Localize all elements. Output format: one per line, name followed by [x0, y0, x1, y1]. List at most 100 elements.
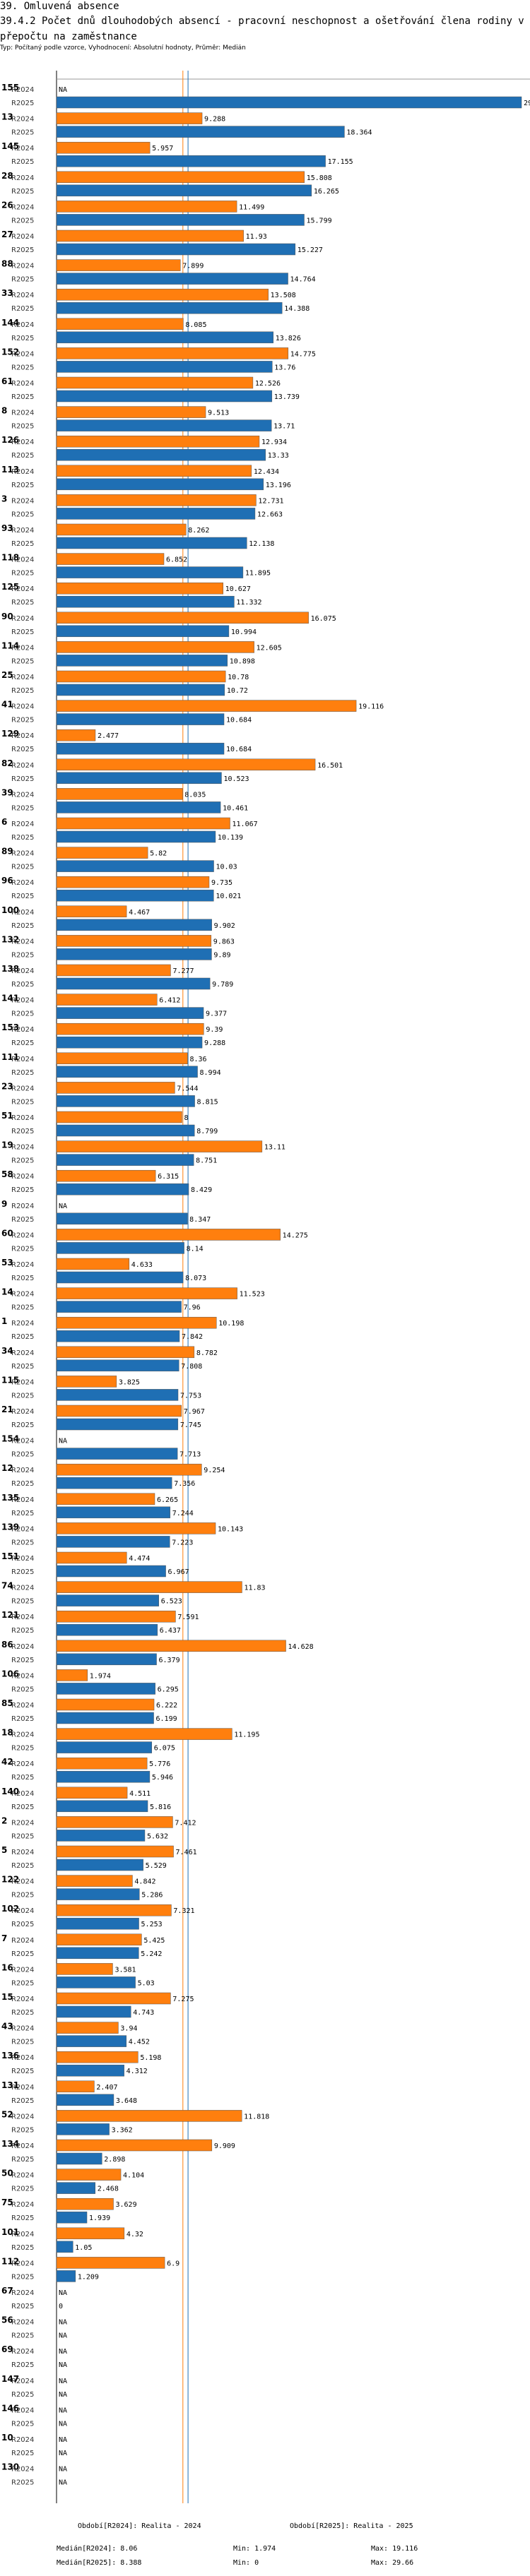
- series-label-r2024: R2024: [11, 1760, 34, 1768]
- value-label-r2025: 1.05: [75, 2244, 92, 2252]
- bar-r2025: [56, 1623, 158, 1636]
- value-label-r2024: 1.974: [90, 1672, 111, 1680]
- footer-legend: Období[R2024]: Realita - 2024 Období[R20…: [57, 2522, 418, 2567]
- series-label-r2025: R2025: [11, 2273, 34, 2281]
- series-label-r2024: R2024: [11, 1996, 34, 2003]
- bar-r2024: [56, 1787, 128, 1799]
- series-label-r2024: R2024: [11, 1438, 34, 1445]
- series-label-r2025: R2025: [11, 1451, 34, 1459]
- series-label-r2025: R2025: [11, 1039, 34, 1047]
- value-label-r2024: 6.222: [156, 1702, 177, 1710]
- series-label-r2024: R2024: [11, 1585, 34, 1592]
- series-label-r2025: R2025: [11, 2186, 34, 2193]
- bar-r2025: [56, 1800, 148, 1813]
- bar-r2024: [56, 2139, 213, 2152]
- series-label-r2024: R2024: [11, 1232, 34, 1239]
- bar-r2024: [56, 523, 187, 536]
- value-label-r2024: 6.265: [157, 1496, 178, 1504]
- series-label-r2024: R2024: [11, 468, 34, 476]
- value-label-r2024: 5.776: [149, 1760, 170, 1768]
- value-label-r2025: 8.815: [197, 1098, 218, 1106]
- category-label: 125: [1, 582, 19, 592]
- bar-r2024: [56, 1698, 155, 1711]
- value-label-r2025: 0: [59, 2303, 63, 2310]
- category-label: 100: [1, 905, 19, 915]
- bar-r2025: [56, 1888, 140, 1900]
- series-label-r2025: R2025: [11, 864, 34, 871]
- bar-r2025: [56, 684, 225, 696]
- value-label-r2024: 2.477: [98, 732, 119, 740]
- series-label-r2024: R2024: [11, 263, 34, 270]
- bar-r2025: [56, 1448, 178, 1460]
- series-label-r2025: R2025: [11, 1598, 34, 1606]
- series-label-r2025: R2025: [11, 2156, 34, 2164]
- category-label: 146: [1, 2403, 19, 2413]
- value-label-r2024: 10.143: [218, 1525, 243, 1533]
- value-label-r2025: 6.437: [160, 1627, 181, 1635]
- bar-r2025: [56, 331, 273, 344]
- value-label-r2024: 8.262: [188, 527, 209, 535]
- series-label-r2024: R2024: [11, 1320, 34, 1328]
- value-label-r2025: 29.66: [524, 100, 530, 107]
- bar-r2025: [56, 1242, 184, 1254]
- bar-r2025: [56, 566, 244, 578]
- category-label: 93: [1, 523, 13, 533]
- series-label-r2025: R2025: [11, 775, 34, 783]
- value-label-r2025: 15.799: [306, 217, 331, 225]
- bar-r2025: [56, 1741, 153, 1753]
- bar-r2024: [56, 935, 212, 947]
- series-label-r2025: R2025: [11, 158, 34, 166]
- value-label-r2025: 8.751: [196, 1157, 217, 1165]
- category-label: 122: [1, 1875, 19, 1885]
- category-label: 43: [1, 2022, 13, 2032]
- series-label-r2025: R2025: [11, 1510, 34, 1517]
- bar-r2025: [56, 1389, 179, 1401]
- category-label: 118: [1, 553, 19, 563]
- series-label-r2024: R2024: [11, 2172, 34, 2180]
- series-label-r2025: R2025: [11, 423, 34, 431]
- series-label-r2024: R2024: [11, 1731, 34, 1739]
- value-label-r2025: 16.265: [314, 188, 339, 196]
- value-label-r2024: 11.93: [246, 233, 267, 241]
- category-label: 151: [1, 1551, 19, 1561]
- value-label-r2025: 2.468: [98, 2186, 119, 2193]
- bar-r2024: [56, 2051, 139, 2063]
- value-label-r2024: 12.605: [257, 644, 282, 652]
- category-label: 42: [1, 1757, 13, 1767]
- category-label: 114: [1, 640, 19, 650]
- category-label: 53: [1, 1258, 13, 1268]
- bar-r2025: [56, 1330, 180, 1342]
- value-label-r2025: 13.76: [274, 364, 295, 371]
- bar-r2025: [56, 2241, 73, 2253]
- series-label-r2025: R2025: [11, 1128, 34, 1135]
- series-label-r2025: R2025: [11, 2332, 34, 2340]
- category-label: 89: [1, 847, 13, 857]
- value-label-r2025: 8.073: [185, 1275, 206, 1282]
- value-label-r2025: 7.713: [179, 1451, 201, 1459]
- na-label: NA: [59, 2361, 67, 2369]
- value-label-r2025: 7.244: [172, 1510, 194, 1517]
- bar-r2024: [56, 288, 269, 301]
- category-label: 2: [1, 1815, 7, 1825]
- bar-r2025: [56, 1066, 198, 1078]
- bar-r2024: [56, 994, 158, 1006]
- value-label-r2025: 4.312: [126, 2068, 148, 2075]
- series-label-r2024: R2024: [11, 2289, 34, 2297]
- value-label-r2025: 8.347: [189, 1216, 211, 1224]
- series-label-r2025: R2025: [11, 1216, 34, 1224]
- value-label-r2025: 5.529: [146, 1862, 167, 1870]
- value-label-r2025: 5.632: [147, 1832, 168, 1840]
- series-label-r2025: R2025: [11, 1715, 34, 1723]
- value-label-r2024: 7.277: [172, 967, 194, 975]
- category-label: 115: [1, 1375, 19, 1385]
- bar-r2025: [56, 1212, 188, 1225]
- bar-r2025: [56, 273, 288, 285]
- series-label-r2024: R2024: [11, 1790, 34, 1798]
- bar-r2025: [56, 1095, 195, 1107]
- bar-r2025: [56, 478, 264, 491]
- value-label-r2024: 4.467: [129, 909, 150, 917]
- bar-r2025: [56, 537, 247, 549]
- value-label-r2024: 3.581: [114, 1966, 136, 1974]
- value-label-r2024: 11.195: [234, 1731, 259, 1739]
- bar-r2025: [56, 1418, 179, 1431]
